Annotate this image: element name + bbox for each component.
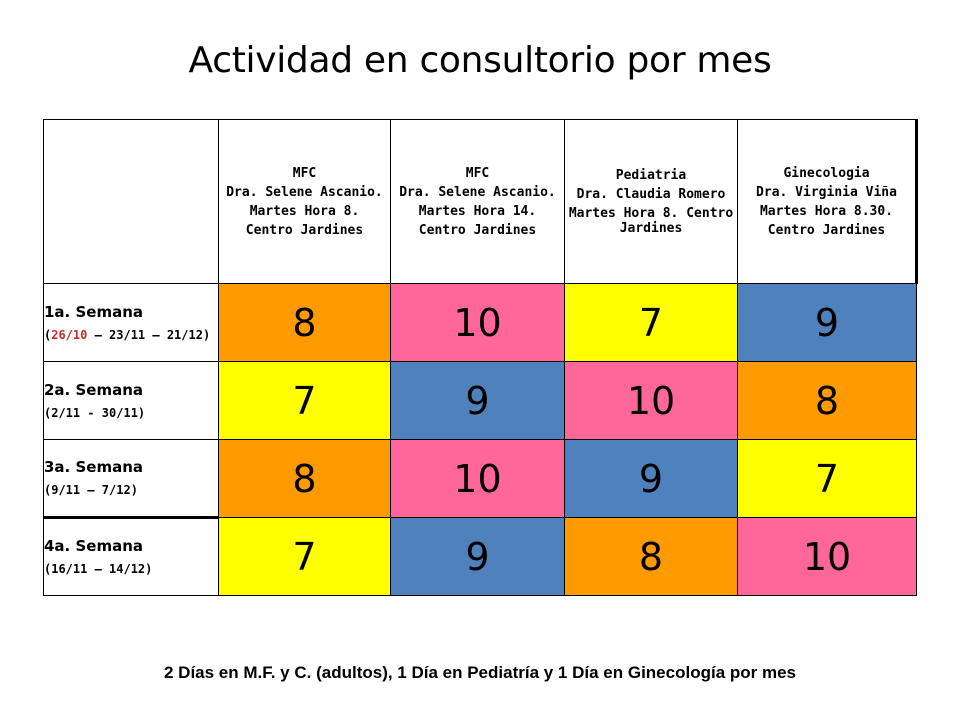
range-open: ( bbox=[44, 327, 52, 342]
table-row-week-3: 3a. Semana (9/11 – 7/12) 8 10 9 7 bbox=[43, 439, 917, 518]
column-header-mfc-afternoon: MFC Dra. Selene Ascanio. Martes Hora 14.… bbox=[390, 119, 565, 284]
value-cell: 10 bbox=[737, 517, 917, 596]
column-header-mfc-morning: MFC Dra. Selene Ascanio. Martes Hora 8. … bbox=[218, 119, 391, 284]
week-label: 1a. Semana bbox=[44, 302, 144, 321]
column-header-pediatria: Pediatria Dra. Claudia Romero Martes Hor… bbox=[564, 119, 738, 284]
week-range: (16/11 – 14/12) bbox=[44, 562, 153, 576]
column-header-line: Martes Hora 8. bbox=[249, 203, 360, 219]
corner-cell bbox=[43, 119, 219, 284]
column-header-ginecologia: Ginecologia Dra. Virginia Viña Martes Ho… bbox=[737, 119, 918, 284]
value-cell: 10 bbox=[564, 361, 738, 440]
row-label-week-2: 2a. Semana (2/11 - 30/11) bbox=[43, 361, 219, 440]
column-header-line: Dra. Virginia Viña bbox=[756, 184, 897, 200]
column-header-line: Ginecologia bbox=[783, 165, 870, 181]
page-title: Actividad en consultorio por mes bbox=[188, 40, 772, 81]
week-label: 2a. Semana bbox=[44, 380, 144, 399]
week-range: (2/11 - 30/11) bbox=[44, 405, 146, 420]
week-label: 3a. Semana bbox=[44, 458, 144, 476]
range-rest: – 23/11 – 21/12) bbox=[87, 327, 211, 342]
value-cell: 7 bbox=[218, 361, 391, 440]
value-cell: 9 bbox=[390, 517, 565, 596]
value-cell: 9 bbox=[737, 283, 917, 362]
week-label: 4a. Semana bbox=[44, 537, 144, 555]
range-start-date: 26/10 bbox=[51, 327, 88, 342]
column-header-line: Dra. Claudia Romero bbox=[576, 186, 726, 202]
table-row-week-1: 1a. Semana (26/10 – 23/11 – 21/12) 8 10 … bbox=[43, 283, 917, 362]
value-cell: 8 bbox=[737, 361, 917, 440]
column-header-line: Centro Jardines bbox=[767, 222, 886, 238]
value-cell: 7 bbox=[564, 283, 738, 362]
week-range: (26/10 – 23/11 – 21/12) bbox=[44, 327, 218, 343]
row-label-week-3: 3a. Semana (9/11 – 7/12) bbox=[43, 439, 219, 518]
column-header-line: Pediatria bbox=[615, 167, 687, 183]
column-header-line: Centro Jardines bbox=[245, 222, 364, 238]
value-cell: 7 bbox=[737, 439, 917, 518]
column-header-line: Martes Hora 8. Centro Jardines bbox=[568, 205, 734, 236]
column-header-line: Martes Hora 14. bbox=[418, 203, 537, 219]
value-cell: 10 bbox=[390, 283, 565, 362]
value-cell: 8 bbox=[218, 283, 391, 362]
value-cell: 9 bbox=[564, 439, 738, 518]
value-cell: 10 bbox=[390, 439, 565, 518]
column-header-line: Dra. Selene Ascanio. bbox=[226, 184, 383, 200]
footer-note: 2 Días en M.F. y C. (adultos), 1 Día en … bbox=[163, 663, 796, 682]
header-row: MFC Dra. Selene Ascanio. Martes Hora 8. … bbox=[43, 119, 918, 284]
schedule-table: MFC Dra. Selene Ascanio. Martes Hora 8. … bbox=[43, 119, 918, 596]
column-header-line: MFC bbox=[292, 165, 317, 181]
value-cell: 8 bbox=[564, 517, 738, 596]
week-range: (9/11 – 7/12) bbox=[44, 483, 138, 497]
row-label-week-1: 1a. Semana (26/10 – 23/11 – 21/12) bbox=[43, 283, 219, 362]
value-cell: 9 bbox=[390, 361, 565, 440]
row-label-week-4: 4a. Semana (16/11 – 14/12) bbox=[43, 516, 219, 596]
value-cell: 7 bbox=[218, 517, 391, 596]
table-row-week-4: 4a. Semana (16/11 – 14/12) 7 9 8 10 bbox=[43, 516, 917, 596]
column-header-line: Centro Jardines bbox=[418, 222, 537, 238]
value-cell: 8 bbox=[218, 439, 391, 518]
column-header-line: MFC bbox=[465, 165, 490, 181]
column-header-line: Martes Hora 8.30. bbox=[759, 203, 894, 219]
column-header-line: Dra. Selene Ascanio. bbox=[399, 184, 556, 200]
table-row-week-2: 2a. Semana (2/11 - 30/11) 7 9 10 8 bbox=[43, 361, 917, 440]
